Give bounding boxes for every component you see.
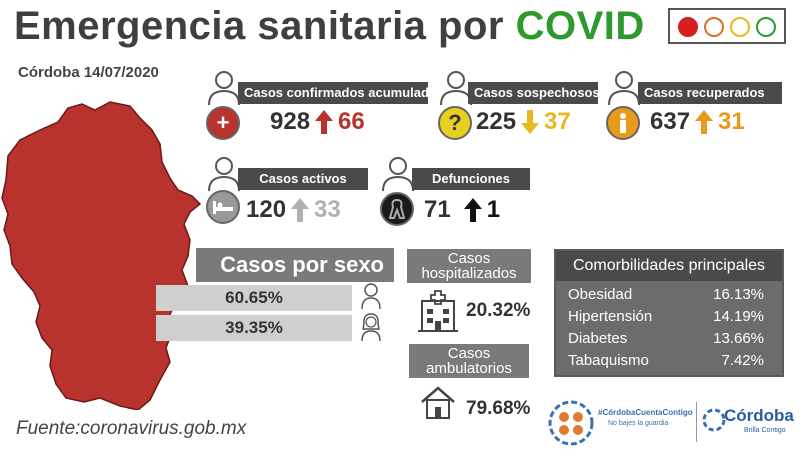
- footer-logos: #CórdobaCuentaContigo No bajes la guardi…: [548, 398, 794, 448]
- activos-value: 120: [246, 196, 287, 223]
- person-icon: [380, 156, 416, 192]
- hospitalizados-label-line1: Casos: [447, 250, 491, 267]
- comorbilidad-name: Obesidad: [568, 286, 633, 303]
- sospechosos-stat: 225 37: [476, 108, 571, 136]
- mourning-ribbon-icon: [380, 192, 414, 226]
- ambulatorios-label: Casos ambulatorios: [409, 344, 529, 378]
- comorbilidad-name: Diabetes: [568, 330, 628, 347]
- comorbilidad-row: Obesidad 16.13%: [556, 284, 782, 306]
- person-icon: [206, 70, 242, 106]
- comorbilidad-pct: 13.66%: [713, 330, 764, 347]
- title-accent: COVID: [515, 4, 645, 48]
- recovered-person-icon: [606, 106, 640, 140]
- cordoba-brand-sub: Brilla Contigo: [744, 427, 786, 434]
- hospital-icon: [418, 290, 458, 332]
- defunciones-change: 1: [486, 196, 501, 223]
- sexo-hombres-pct: 60.65%: [156, 285, 352, 311]
- arrow-up-icon: [463, 198, 482, 222]
- activos-change: 33: [314, 196, 341, 223]
- campaign-hashtag: #CórdobaCuentaContigo: [598, 408, 693, 417]
- activos-label: Casos activos: [238, 168, 368, 190]
- recuperados-value: 637: [650, 108, 691, 135]
- person-icon: [606, 70, 642, 106]
- male-icon: [361, 283, 381, 310]
- ambulatorios-pct: 79.68%: [466, 398, 531, 419]
- confirmados-stat: 928 66: [270, 108, 365, 136]
- traffic-dot-red: [678, 17, 698, 37]
- sospechosos-change: 37: [544, 108, 571, 135]
- confirmados-label: Casos confirmados acumulados: [238, 82, 444, 104]
- defunciones-label: Defunciones: [412, 168, 530, 190]
- comorbilidad-pct: 16.13%: [713, 286, 764, 303]
- traffic-light-indicator: [668, 8, 786, 44]
- comorbilidad-name: Hipertensión: [568, 308, 653, 325]
- ambulatorios-label-line2: ambulatorios: [426, 360, 512, 377]
- activos-stat: 120 33: [246, 196, 341, 224]
- defunciones-stat: 71 1: [424, 196, 500, 224]
- confirmados-value: 928: [270, 108, 311, 135]
- ambulatorios-label-line1: Casos: [447, 345, 491, 362]
- comorbilidad-row: Tabaquismo 7.42%: [556, 350, 782, 372]
- arrow-down-icon: [521, 110, 540, 134]
- sexo-mujeres-pct: 39.35%: [156, 315, 352, 341]
- arrow-up-icon: [695, 110, 714, 134]
- recuperados-stat: 637 31: [650, 108, 745, 136]
- hospitalizados-pct: 20.32%: [466, 300, 531, 321]
- traffic-dot-yellow: [730, 17, 750, 37]
- bed-icon: [206, 190, 240, 224]
- date-line: Córdoba 14/07/2020: [18, 64, 159, 81]
- title-main: Emergencia sanitaria por: [14, 4, 516, 48]
- comorbilidad-pct: 14.19%: [713, 308, 764, 325]
- comorbilidad-pct: 7.42%: [721, 352, 764, 369]
- source-text: Fuente:coronavirus.gob.mx: [16, 418, 247, 439]
- person-icon: [206, 156, 242, 192]
- traffic-dot-orange: [704, 17, 724, 37]
- page-title: Emergencia sanitaria por COVID: [14, 4, 645, 49]
- hospitalizados-label-line2: hospitalizados: [421, 265, 517, 282]
- comorbilidad-name: Tabaquismo: [568, 352, 649, 369]
- comorbilidad-row: Diabetes 13.66%: [556, 328, 782, 350]
- campaign-slogan: No bajes la guardia: [608, 420, 669, 427]
- traffic-dot-green: [756, 17, 776, 37]
- campaign-logo-icon: [548, 400, 594, 446]
- recuperados-change: 31: [718, 108, 745, 135]
- arrow-up-icon: [291, 198, 310, 222]
- hospitalizados-label: Casos hospitalizados: [407, 249, 531, 283]
- logo-separator: [696, 402, 697, 442]
- arrow-up-icon: [315, 110, 334, 134]
- confirmados-change: 66: [338, 108, 365, 135]
- defunciones-value: 71: [424, 196, 451, 223]
- sospechosos-label: Casos sospechosos: [468, 82, 600, 104]
- comorbilidad-row: Hipertensión 14.19%: [556, 306, 782, 328]
- plus-icon: +: [206, 106, 240, 140]
- cordoba-logo-icon: [702, 408, 726, 432]
- cordoba-map: [1, 101, 202, 410]
- cordoba-brand: Córdoba: [724, 406, 794, 425]
- sexo-title: Casos por sexo: [196, 248, 394, 282]
- female-icon: [361, 313, 381, 342]
- house-icon: [421, 386, 455, 419]
- sospechosos-value: 225: [476, 108, 517, 135]
- recuperados-label: Casos recuperados: [638, 82, 782, 104]
- comorbilidades-title: Comorbilidades principales: [556, 251, 782, 281]
- comorbilidades-panel: Comorbilidades principales Obesidad 16.13…: [554, 249, 784, 377]
- question-icon: ?: [438, 106, 472, 140]
